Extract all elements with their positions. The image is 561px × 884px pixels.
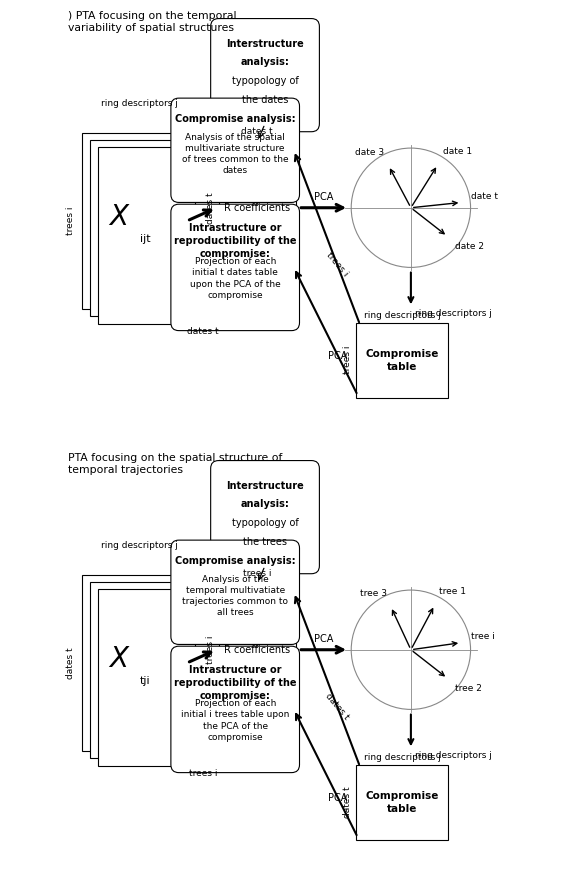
Text: X: X xyxy=(109,645,128,674)
FancyBboxPatch shape xyxy=(98,147,195,324)
Text: dates t: dates t xyxy=(343,787,352,818)
FancyBboxPatch shape xyxy=(90,582,187,758)
Text: PCA: PCA xyxy=(328,351,348,361)
FancyBboxPatch shape xyxy=(90,140,187,316)
FancyBboxPatch shape xyxy=(171,98,300,202)
Bar xyxy=(356,323,448,398)
Bar xyxy=(219,583,296,716)
Text: ring descriptors j: ring descriptors j xyxy=(364,311,440,321)
Text: ) PTA focusing on the temporal
variability of spatial structures: ) PTA focusing on the temporal variabili… xyxy=(68,11,237,34)
Text: Analysis of the spatial
multivariate structure
of trees common to the
dates: Analysis of the spatial multivariate str… xyxy=(182,133,288,175)
Text: trees i: trees i xyxy=(324,250,350,278)
Text: PCA: PCA xyxy=(328,793,348,803)
Text: trees i: trees i xyxy=(206,636,215,664)
Text: Compromise
table: Compromise table xyxy=(365,348,439,372)
Text: dates t: dates t xyxy=(66,647,75,679)
Text: date 2: date 2 xyxy=(455,242,484,251)
Text: the dates: the dates xyxy=(242,95,288,105)
Text: analysis:: analysis: xyxy=(241,57,289,66)
Bar xyxy=(219,141,296,274)
FancyBboxPatch shape xyxy=(81,133,179,309)
FancyBboxPatch shape xyxy=(171,204,300,331)
Text: dates t: dates t xyxy=(206,192,215,224)
Text: the trees: the trees xyxy=(243,537,287,547)
Text: ring descriptors j: ring descriptors j xyxy=(100,541,177,550)
FancyBboxPatch shape xyxy=(171,646,300,773)
Text: Compromise analysis:: Compromise analysis: xyxy=(175,114,296,125)
Text: date 3: date 3 xyxy=(355,148,384,157)
Circle shape xyxy=(351,591,471,709)
Text: Intrastructure or: Intrastructure or xyxy=(189,665,282,674)
Text: R coefficients: R coefficients xyxy=(224,202,291,213)
Text: Interstructure: Interstructure xyxy=(226,481,304,491)
Text: compromise:: compromise: xyxy=(200,691,270,701)
Text: X: X xyxy=(109,203,128,232)
FancyBboxPatch shape xyxy=(171,540,300,644)
Text: Projection of each
initial i trees table upon
the PCA of the
compromise: Projection of each initial i trees table… xyxy=(181,699,289,742)
Text: typopology of: typopology of xyxy=(232,76,298,86)
Text: trees i: trees i xyxy=(189,769,218,778)
Text: trees i: trees i xyxy=(243,569,272,578)
Text: typopology of: typopology of xyxy=(232,518,298,528)
Text: PTA focusing on the spatial structure of
temporal trajectories: PTA focusing on the spatial structure of… xyxy=(68,453,283,476)
Text: R coefficients: R coefficients xyxy=(224,644,291,655)
Text: date t: date t xyxy=(471,193,498,202)
Text: date 1: date 1 xyxy=(443,148,472,156)
Text: PCA: PCA xyxy=(314,635,333,644)
Text: PCA: PCA xyxy=(314,193,333,202)
FancyBboxPatch shape xyxy=(211,461,319,574)
Text: dates t: dates t xyxy=(323,691,351,721)
Text: Analysis of the
temporal multivatiate
trajectories common to
all trees: Analysis of the temporal multivatiate tr… xyxy=(182,575,288,617)
Text: tree 2: tree 2 xyxy=(455,684,482,693)
Text: analysis:: analysis: xyxy=(241,499,289,508)
Text: tree i: tree i xyxy=(471,632,495,641)
Text: ijt: ijt xyxy=(140,233,150,244)
Text: Compromise analysis:: Compromise analysis: xyxy=(175,556,296,567)
Text: dates t: dates t xyxy=(187,327,219,336)
FancyBboxPatch shape xyxy=(211,19,319,132)
FancyBboxPatch shape xyxy=(98,589,195,766)
Text: Compromise
table: Compromise table xyxy=(365,790,439,814)
Text: reproductibility of the: reproductibility of the xyxy=(174,678,296,688)
Text: ring descriptors j: ring descriptors j xyxy=(415,751,492,760)
Text: trees i: trees i xyxy=(66,207,75,235)
Text: ring descriptors j: ring descriptors j xyxy=(415,309,492,318)
Text: Intrastructure or: Intrastructure or xyxy=(189,223,282,232)
Text: tji: tji xyxy=(140,675,150,686)
Text: tree 3: tree 3 xyxy=(360,589,387,598)
Text: trees i: trees i xyxy=(343,346,352,375)
Text: dates t: dates t xyxy=(241,127,273,136)
Text: ring descriptors j: ring descriptors j xyxy=(364,753,440,762)
Text: reproductibility of the: reproductibility of the xyxy=(174,236,296,246)
Text: ring descriptors j: ring descriptors j xyxy=(100,99,177,108)
Text: tree 1: tree 1 xyxy=(439,587,466,597)
Text: compromise:: compromise: xyxy=(200,249,270,259)
Circle shape xyxy=(351,148,471,267)
Text: Interstructure: Interstructure xyxy=(226,39,304,49)
FancyBboxPatch shape xyxy=(81,575,179,751)
Text: Projection of each
initial t dates table
upon the PCA of the
compromise: Projection of each initial t dates table… xyxy=(190,257,280,300)
Bar xyxy=(356,765,448,840)
